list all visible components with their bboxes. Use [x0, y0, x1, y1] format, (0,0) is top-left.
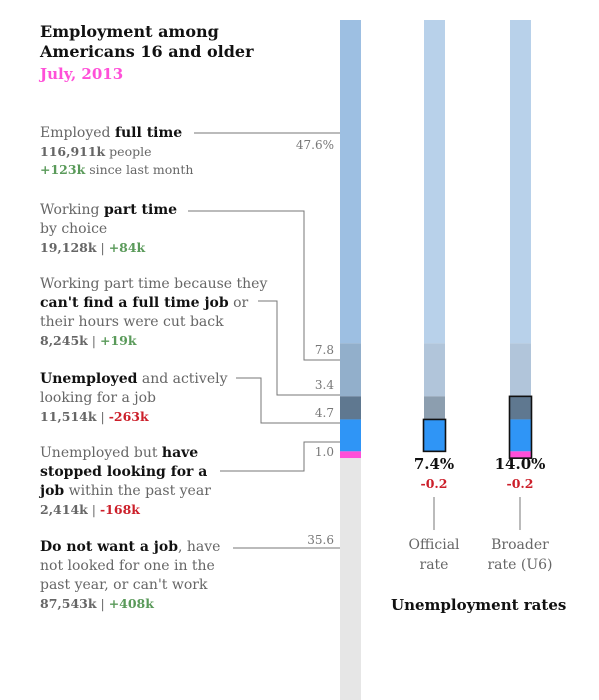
- official-rate-value: 7.4%: [413, 455, 455, 473]
- pct-label-unemployed: 4.7: [314, 406, 334, 420]
- rate-bar-broader-segment-stopped-looking: [510, 451, 531, 459]
- group-full-time-stat: 116,911k: [40, 144, 106, 159]
- group-unemployed: Unemployed and actively looking for a jo…: [40, 371, 228, 424]
- group-not-want-job-change: +408k: [108, 596, 154, 611]
- broader-rate-label-line-2: rate (U6): [487, 557, 553, 573]
- broader-rate-outline: [508, 395, 533, 459]
- group-part-time-involuntary-stat: 8,245k: [40, 333, 88, 348]
- group-part-time-involuntary-bold: can't find a full time job: [40, 295, 229, 311]
- group-not-want-job-bold: Do not want a job: [40, 539, 178, 555]
- leader-line-part-time-choice: [188, 210, 340, 361]
- main-bar-segment-full-time: [340, 20, 361, 344]
- broader-rate-change: -0.2: [506, 476, 534, 491]
- rate-bar-official-segment-part-time-involuntary: [424, 396, 445, 420]
- broader-rate-value: 14.0%: [494, 455, 546, 473]
- group-part-time-choice-change: +84k: [108, 240, 146, 255]
- rate-bar-broader-segment-part-time-choice: [510, 343, 531, 397]
- chart-title-line-2: Americans 16 and older: [40, 42, 254, 61]
- group-full-time-stat-suffix: people: [105, 144, 152, 159]
- rate-bar-official-segment-full-time: [424, 20, 445, 344]
- main-bar-segment-part-time-involuntary: [340, 396, 361, 420]
- group-unemployed-change: -263k: [108, 409, 149, 424]
- leader-line-part-time-involuntary: [258, 300, 340, 396]
- group-stopped-looking-change: -168k: [99, 502, 140, 517]
- group-part-time-choice-bold: part time: [103, 202, 178, 218]
- official-rate-label-line-2: rate: [419, 557, 449, 573]
- group-part-time-choice-post: by choice: [40, 221, 108, 237]
- chart-title-line-1: Employment among: [40, 22, 219, 41]
- leader-lines: [188, 132, 521, 549]
- official-rate-label: Official rate: [389, 535, 479, 575]
- rate-bar-broader-segment-unemployed: [510, 419, 531, 452]
- main-bar-segment-part-time-choice: [340, 343, 361, 397]
- group-stopped-looking-post: within the past year: [64, 483, 211, 499]
- broader-rate-label: Broader rate (U6): [475, 535, 565, 575]
- group-unemployed-stat: 11,514k: [40, 409, 97, 424]
- group-full-time-bold: full time: [114, 125, 183, 141]
- group-part-time-choice-pre: Working: [40, 202, 104, 218]
- group-part-time-involuntary-post: or their hours were cut back: [40, 295, 249, 330]
- group-part-time-involuntary: Working part time because they can't fin…: [40, 276, 268, 348]
- unemployment-rates-title: Unemployment rates: [391, 596, 567, 614]
- group-stopped-looking: Unemployed but have stopped looking for …: [40, 445, 211, 517]
- pct-label-stopped-looking: 1.0: [314, 445, 334, 459]
- group-part-time-involuntary-pre: Working part time because they: [40, 276, 268, 292]
- main-bar-segment-unemployed: [340, 419, 361, 452]
- leader-line-stopped-looking: [220, 441, 340, 472]
- rate-bar-official-segment-part-time-choice: [424, 343, 445, 397]
- rate-bars: [422, 20, 533, 459]
- group-full-time: Employed full time 116,911k people +123k…: [40, 124, 200, 179]
- group-part-time-choice-stat: 19,128k: [40, 240, 97, 255]
- group-not-want-job-post: , have not looked for one in the past ye…: [40, 539, 221, 593]
- chart-date: July, 2013: [40, 65, 124, 83]
- group-stopped-looking-stat: 2,414k: [40, 502, 88, 517]
- official-rate-outline: [422, 418, 447, 453]
- official-rate-change: -0.2: [420, 476, 448, 491]
- leader-line-unemployed: [236, 377, 340, 424]
- group-stopped-looking-pre: Unemployed but: [40, 445, 162, 461]
- main-bar-segment-stopped-looking: [340, 451, 361, 459]
- group-part-time-involuntary-change: +19k: [99, 333, 137, 348]
- rate-bar-official-segment-stopped-looking: [424, 451, 445, 459]
- group-part-time-choice: Working part time by choice 19,128k | +8…: [40, 201, 200, 257]
- group-full-time-change: +123k: [40, 162, 86, 177]
- group-full-time-pre: Employed: [40, 125, 115, 141]
- pct-label-full-time: 47.6%: [295, 138, 334, 152]
- main-stacked-bar: [340, 20, 361, 700]
- group-stopped-looking-bold: have stopped looking for a job: [40, 445, 208, 499]
- official-rate-label-line-1: Official: [408, 537, 460, 553]
- group-not-want-job-stat: 87,543k: [40, 596, 97, 611]
- pct-label-part-time-involuntary: 3.4: [314, 378, 334, 392]
- group-unemployed-bold: Unemployed: [40, 371, 138, 387]
- pct-label-part-time-choice: 7.8: [314, 343, 334, 357]
- rate-bar-broader-segment-part-time-involuntary: [510, 396, 531, 420]
- group-full-time-change-suffix: since last month: [85, 162, 194, 177]
- group-unemployed-post: and actively looking for a job: [40, 371, 228, 406]
- main-bar-segment-not-want-job: [340, 458, 361, 700]
- rate-bar-official-segment-unemployed: [424, 419, 445, 452]
- rate-bar-broader-segment-full-time: [510, 20, 531, 344]
- chart-title: Employment among Americans 16 and older: [40, 22, 254, 62]
- pct-label-not-want-job: 35.6: [307, 533, 334, 547]
- group-not-want-job: Do not want a job, have not looked for o…: [40, 539, 221, 611]
- broader-rate-label-line-1: Broader: [491, 537, 549, 553]
